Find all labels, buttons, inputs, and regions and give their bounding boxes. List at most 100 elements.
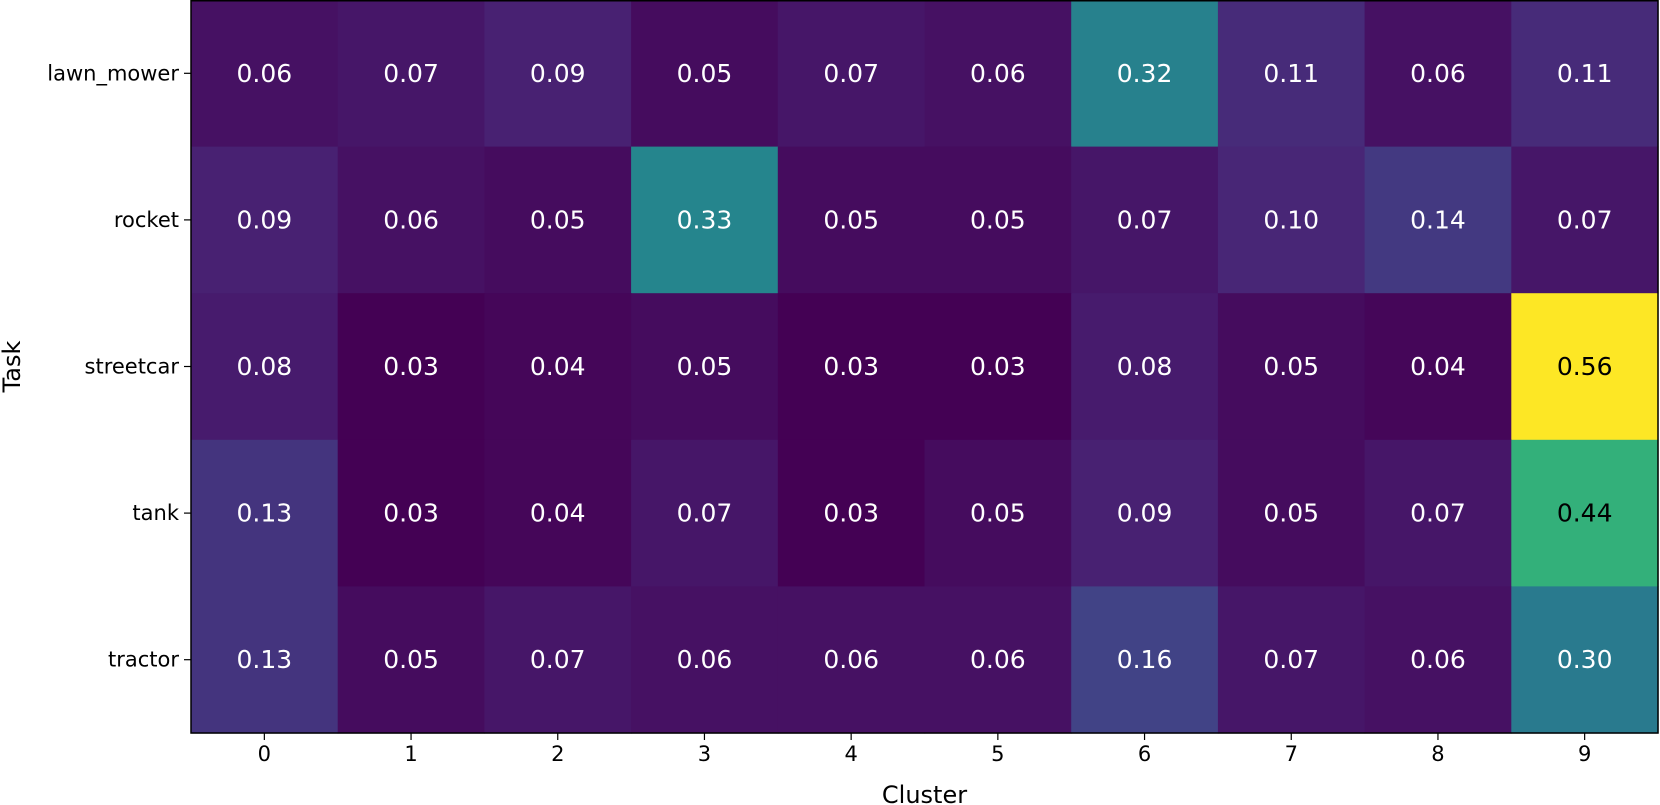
cell-value-label-rocket-2: 0.05 xyxy=(530,205,586,234)
heatmap-cell-rocket-6 xyxy=(1071,146,1219,294)
heatmap-cell-streetcar-0 xyxy=(191,293,339,441)
heatmap-cell-tank-7 xyxy=(1217,439,1366,587)
heatmap-cell-lawn_mower-2 xyxy=(484,0,632,148)
heatmap-cell-rocket-9 xyxy=(1511,146,1659,294)
cell-value-label-tractor-4: 0.06 xyxy=(823,645,879,674)
heatmap-cell-lawn_mower-5 xyxy=(924,0,1072,148)
heatmap-cell-tank-3 xyxy=(631,439,779,587)
cell-value-label-lawn_mower-2: 0.09 xyxy=(530,59,586,88)
x-tick-label-8: 8 xyxy=(1431,742,1444,766)
x-tick-label-4: 4 xyxy=(844,742,857,766)
cells-layer xyxy=(191,0,1659,734)
cell-value-label-tank-0: 0.13 xyxy=(237,499,293,528)
heatmap-cell-lawn_mower-1 xyxy=(337,0,485,148)
y-axis-label: Task xyxy=(0,341,26,394)
heatmap-cell-tractor-2 xyxy=(484,586,632,734)
cell-value-label-lawn_mower-3: 0.05 xyxy=(677,59,733,88)
x-axis-label: Cluster xyxy=(882,781,967,805)
heatmap-cell-tank-0 xyxy=(191,439,339,587)
cell-value-label-tractor-6: 0.16 xyxy=(1117,645,1173,674)
cell-value-label-streetcar-6: 0.08 xyxy=(1117,352,1173,381)
cell-value-label-tractor-9: 0.30 xyxy=(1557,645,1613,674)
heatmap-cell-tractor-4 xyxy=(777,586,926,734)
heatmap-cell-tank-9 xyxy=(1511,439,1659,587)
x-tick-label-5: 5 xyxy=(991,742,1004,766)
cell-value-label-streetcar-0: 0.08 xyxy=(237,352,293,381)
cell-value-label-streetcar-2: 0.04 xyxy=(530,352,586,381)
heatmap-cell-tractor-7 xyxy=(1217,586,1366,734)
cell-value-label-streetcar-3: 0.05 xyxy=(677,352,733,381)
y-tick-label-lawn_mower: lawn_mower xyxy=(47,61,179,86)
heatmap-cell-lawn_mower-4 xyxy=(777,0,926,148)
heatmap-cell-rocket-2 xyxy=(484,146,632,294)
cell-value-label-tank-3: 0.07 xyxy=(677,499,733,528)
cell-value-label-rocket-7: 0.10 xyxy=(1263,205,1319,234)
heatmap-cell-lawn_mower-0 xyxy=(191,0,339,148)
x-tick-label-9: 9 xyxy=(1578,742,1591,766)
cell-value-label-tractor-0: 0.13 xyxy=(237,645,293,674)
heatmap-cell-streetcar-1 xyxy=(337,293,485,441)
cell-value-label-streetcar-9: 0.56 xyxy=(1557,352,1613,381)
cell-value-label-tank-5: 0.05 xyxy=(970,499,1026,528)
x-tick-label-2: 2 xyxy=(551,742,564,766)
heatmap-cell-rocket-5 xyxy=(924,146,1072,294)
y-tick-label-rocket: rocket xyxy=(114,208,179,232)
x-tick-label-1: 1 xyxy=(404,742,417,766)
cell-value-label-rocket-5: 0.05 xyxy=(970,205,1026,234)
heatmap-cell-tractor-6 xyxy=(1071,586,1219,734)
cell-value-label-tractor-2: 0.07 xyxy=(530,645,586,674)
cell-value-label-rocket-6: 0.07 xyxy=(1117,205,1173,234)
y-tick-label-tractor: tractor xyxy=(108,648,179,672)
cell-value-label-streetcar-8: 0.04 xyxy=(1410,352,1466,381)
y-tick-label-streetcar: streetcar xyxy=(85,355,180,379)
heatmap-cell-streetcar-6 xyxy=(1071,293,1219,441)
cell-value-label-tank-6: 0.09 xyxy=(1117,499,1173,528)
heatmap-cell-rocket-0 xyxy=(191,146,339,294)
heatmap-cell-streetcar-2 xyxy=(484,293,632,441)
cell-value-label-rocket-0: 0.09 xyxy=(237,205,293,234)
cell-value-label-lawn_mower-4: 0.07 xyxy=(823,59,879,88)
heatmap-cell-rocket-4 xyxy=(777,146,926,294)
cell-value-label-tank-1: 0.03 xyxy=(383,499,439,528)
heatmap-cell-tank-6 xyxy=(1071,439,1219,587)
cell-value-label-lawn_mower-5: 0.06 xyxy=(970,59,1026,88)
heatmap-cell-streetcar-9 xyxy=(1511,293,1659,441)
x-tick-label-6: 6 xyxy=(1138,742,1151,766)
heatmap-cell-tank-8 xyxy=(1364,439,1512,587)
heatmap-cell-streetcar-4 xyxy=(777,293,926,441)
heatmap-cell-rocket-8 xyxy=(1364,146,1512,294)
cell-value-label-rocket-4: 0.05 xyxy=(823,205,879,234)
cell-value-label-lawn_mower-0: 0.06 xyxy=(237,59,293,88)
cell-value-label-streetcar-7: 0.05 xyxy=(1263,352,1319,381)
cell-value-label-lawn_mower-9: 0.11 xyxy=(1557,59,1613,88)
cell-value-label-rocket-3: 0.33 xyxy=(677,205,733,234)
heatmap-cell-tank-4 xyxy=(777,439,926,587)
cell-value-label-lawn_mower-6: 0.32 xyxy=(1117,59,1173,88)
cell-value-label-tank-2: 0.04 xyxy=(530,499,586,528)
cell-value-label-tank-4: 0.03 xyxy=(823,499,879,528)
heatmap-cell-lawn_mower-7 xyxy=(1217,0,1366,148)
heatmap-cell-streetcar-7 xyxy=(1217,293,1366,441)
cell-value-label-tractor-5: 0.06 xyxy=(970,645,1026,674)
heatmap-cell-lawn_mower-8 xyxy=(1364,0,1512,148)
heatmap-cell-tank-1 xyxy=(337,439,485,587)
x-tick-label-7: 7 xyxy=(1285,742,1298,766)
heatmap-cell-tractor-5 xyxy=(924,586,1072,734)
cell-value-label-lawn_mower-7: 0.11 xyxy=(1263,59,1319,88)
heatmap-cell-tractor-8 xyxy=(1364,586,1512,734)
heatmap-cell-rocket-3 xyxy=(631,146,779,294)
x-tick-label-0: 0 xyxy=(258,742,271,766)
x-ticks: 0 1 2 3 4 5 6 7 8 9 xyxy=(258,733,1591,766)
cell-value-label-rocket-1: 0.06 xyxy=(383,205,439,234)
cell-labels-layer: 0.06 0.07 0.09 0.05 0.07 0.06 0.32 0.11 0.06 0.11… xyxy=(237,59,1613,674)
heatmap-cell-tractor-0 xyxy=(191,586,339,734)
heatmap-cell-streetcar-8 xyxy=(1364,293,1512,441)
y-tick-label-tank: tank xyxy=(132,501,179,525)
heatmap-cell-rocket-1 xyxy=(337,146,485,294)
heatmap-cell-tractor-3 xyxy=(631,586,779,734)
heatmap-cell-tank-5 xyxy=(924,439,1072,587)
heatmap-cell-streetcar-5 xyxy=(924,293,1072,441)
